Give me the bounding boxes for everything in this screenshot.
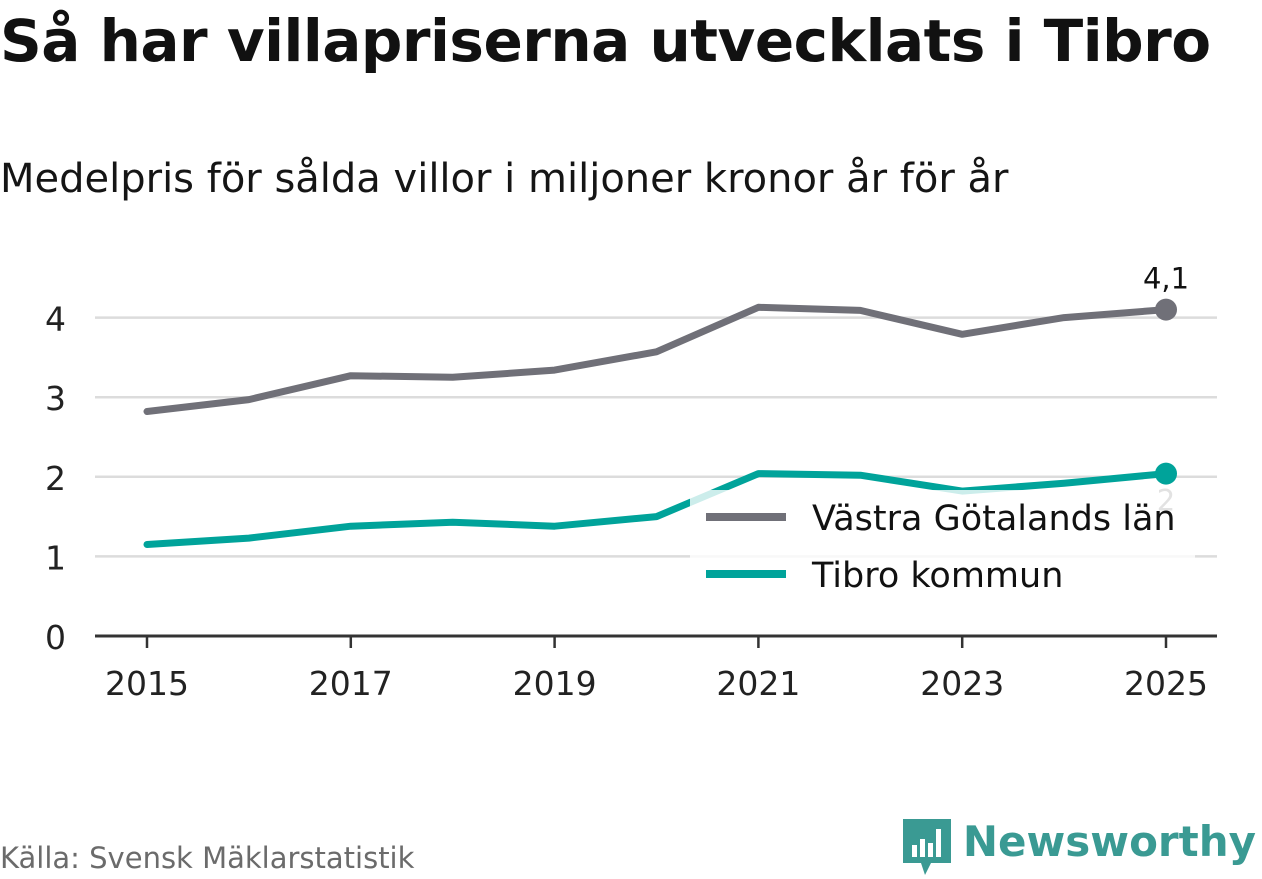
y-tick-label-4: 4 <box>45 300 66 339</box>
chart-title: Så har villapriserna utvecklats i Tibro <box>0 7 1211 75</box>
legend-background <box>690 490 1195 610</box>
x-axis-tick-labels: 2015 2017 2019 2021 2023 2025 <box>105 636 1208 703</box>
end-labels: 4,12 <box>1143 262 1189 518</box>
y-tick-label-1: 1 <box>45 538 66 577</box>
series-line-teal <box>143 470 1170 548</box>
x-tick-label-2025: 2025 <box>1124 664 1208 703</box>
y-tick-label-0: 0 <box>45 618 66 657</box>
series-endpoint-teal <box>1155 462 1177 485</box>
series-endpoint-gray <box>1155 298 1177 321</box>
x-tick-label-2017: 2017 <box>309 664 393 703</box>
x-tick-label-2023: 2023 <box>920 664 1004 703</box>
series-lines <box>143 298 1177 548</box>
y-tick-label-3: 3 <box>45 379 66 418</box>
end-label-teal: 2 <box>1157 484 1175 518</box>
legend: Västra Götalands län Tibro kommun <box>690 490 1195 610</box>
legend-label-gray: Västra Götalands län <box>812 499 1176 539</box>
y-axis-tick-labels: 0 1 2 3 4 <box>45 300 66 657</box>
chart-subtitle: Medelpris för sålda villor i miljoner kr… <box>0 156 1009 202</box>
y-tick-label-2: 2 <box>45 459 66 498</box>
end-label-gray: 4,1 <box>1143 262 1189 296</box>
brand-logo: Newsworthy <box>901 817 1256 877</box>
source-note: Källa: Svensk Mäklarstatistik <box>0 841 415 875</box>
series-line-gray <box>143 303 1170 415</box>
x-tick-label-2019: 2019 <box>513 664 597 703</box>
x-tick-label-2015: 2015 <box>105 664 189 703</box>
x-tick-label-2021: 2021 <box>716 664 800 703</box>
brand-name: Newsworthy <box>962 817 1256 866</box>
newsworthy-logo-icon <box>902 819 951 875</box>
legend-label-teal: Tibro kommun <box>811 556 1063 596</box>
